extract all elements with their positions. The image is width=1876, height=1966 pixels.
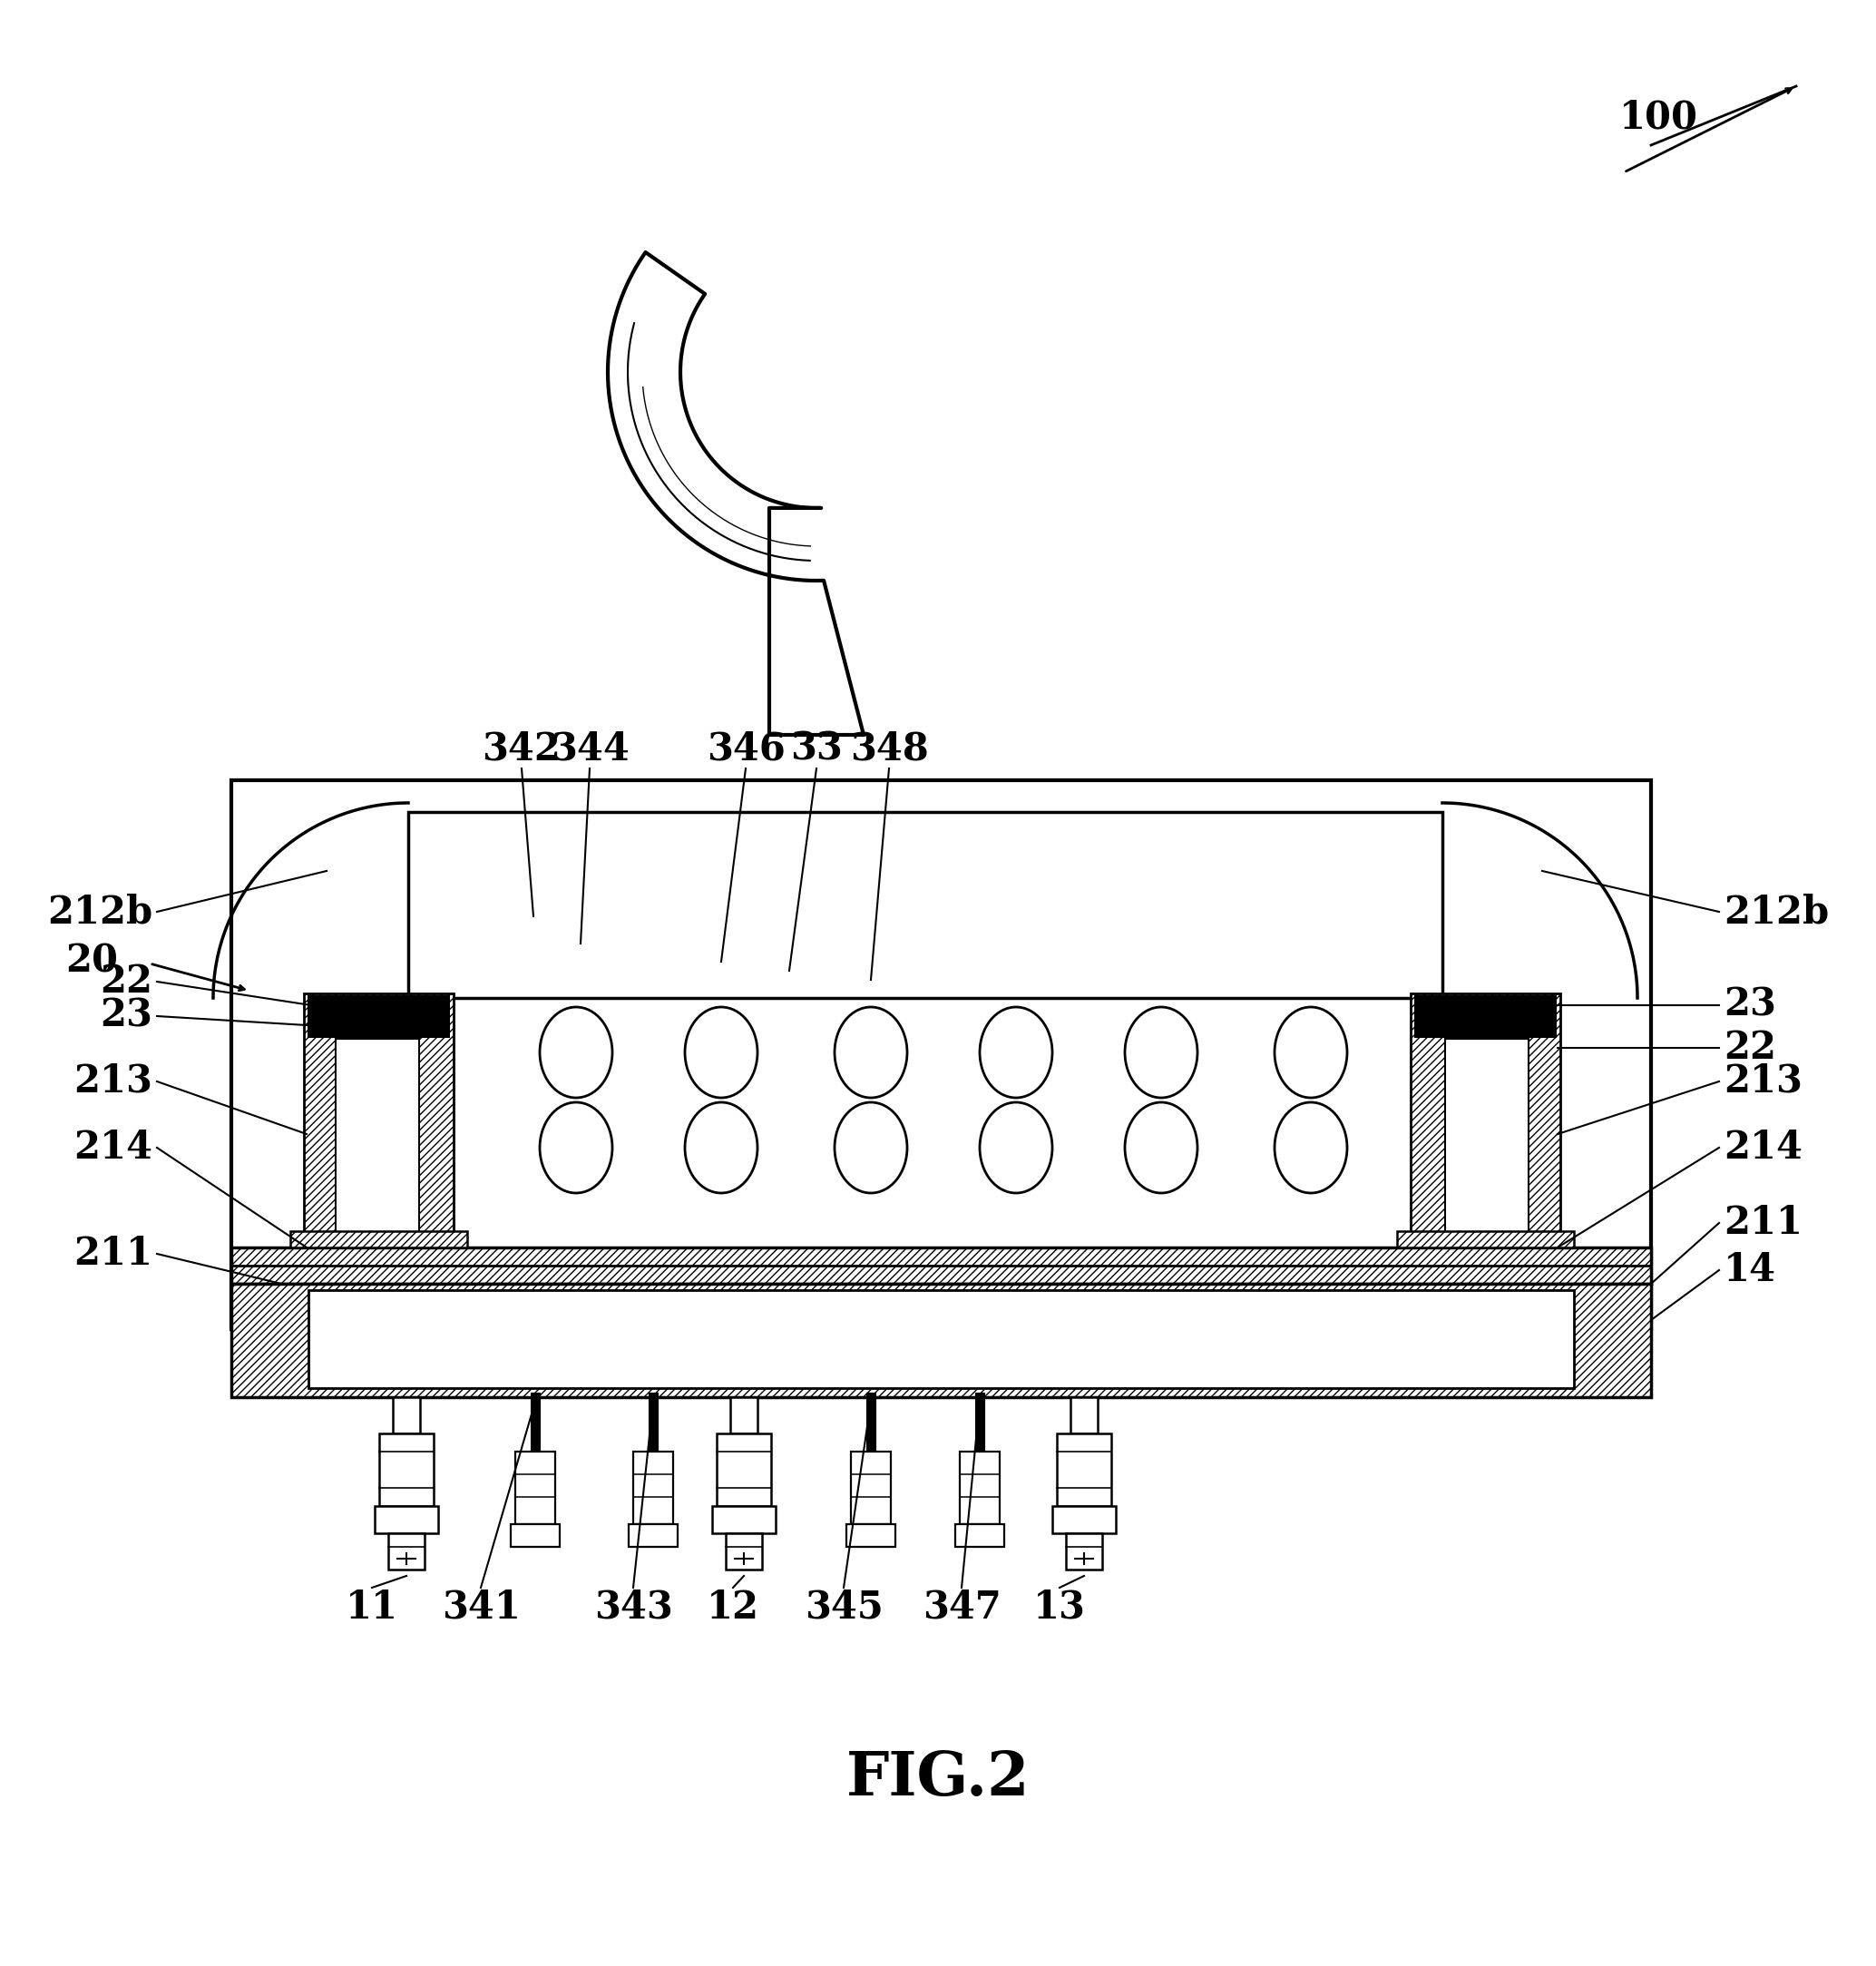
Bar xyxy=(409,812,1443,999)
Text: 343: 343 xyxy=(595,1589,672,1626)
Bar xyxy=(1066,1533,1103,1569)
Bar xyxy=(336,1038,418,1241)
Text: 341: 341 xyxy=(441,1589,520,1626)
Bar xyxy=(375,1506,439,1533)
Polygon shape xyxy=(608,252,863,735)
Text: 11: 11 xyxy=(345,1589,398,1626)
Text: 346: 346 xyxy=(705,729,784,767)
Bar xyxy=(1398,1231,1574,1248)
Ellipse shape xyxy=(540,1007,612,1097)
Text: 20: 20 xyxy=(66,942,118,981)
Bar xyxy=(231,1248,1651,1284)
Ellipse shape xyxy=(979,1007,1052,1097)
Bar xyxy=(730,1398,758,1433)
Bar xyxy=(726,1533,762,1569)
Text: 347: 347 xyxy=(923,1589,1002,1626)
Text: 344: 344 xyxy=(550,729,628,767)
Text: 13: 13 xyxy=(1034,1589,1086,1626)
Text: FIG.2: FIG.2 xyxy=(846,1748,1030,1807)
Text: 23: 23 xyxy=(99,997,152,1036)
Text: 211: 211 xyxy=(73,1235,152,1272)
Bar xyxy=(955,1524,1004,1547)
Text: 342: 342 xyxy=(482,729,561,767)
Bar xyxy=(1415,997,1555,1036)
Bar xyxy=(1071,1398,1097,1433)
Ellipse shape xyxy=(1126,1007,1197,1097)
Ellipse shape xyxy=(1126,1103,1197,1193)
Ellipse shape xyxy=(979,1103,1052,1193)
Bar xyxy=(628,1524,677,1547)
Text: 211: 211 xyxy=(1724,1203,1803,1243)
Bar xyxy=(1052,1506,1116,1533)
Text: 23: 23 xyxy=(1724,987,1777,1024)
Bar xyxy=(291,1231,467,1248)
Bar xyxy=(846,1524,895,1547)
Text: 214: 214 xyxy=(1724,1128,1803,1166)
Text: 213: 213 xyxy=(1724,1062,1803,1101)
Bar xyxy=(1056,1433,1111,1506)
Bar xyxy=(852,1451,891,1524)
Text: 212b: 212b xyxy=(1724,893,1829,930)
Text: 22: 22 xyxy=(1724,1028,1777,1068)
Bar xyxy=(231,1284,1651,1398)
Ellipse shape xyxy=(685,1007,758,1097)
Text: 12: 12 xyxy=(707,1589,760,1626)
Bar xyxy=(308,1290,1574,1388)
Ellipse shape xyxy=(1274,1007,1347,1097)
Ellipse shape xyxy=(835,1007,908,1097)
Text: 100: 100 xyxy=(1619,98,1698,138)
Ellipse shape xyxy=(685,1103,758,1193)
Bar xyxy=(713,1506,775,1533)
Text: 14: 14 xyxy=(1724,1250,1777,1290)
Bar xyxy=(961,1451,1000,1524)
Ellipse shape xyxy=(835,1103,908,1193)
Text: 33: 33 xyxy=(790,729,842,767)
Text: 214: 214 xyxy=(73,1128,152,1166)
Ellipse shape xyxy=(1274,1103,1347,1193)
Bar xyxy=(510,1524,559,1547)
Bar xyxy=(388,1533,424,1569)
Text: 345: 345 xyxy=(805,1589,884,1626)
Text: 212b: 212b xyxy=(47,893,152,930)
Text: 348: 348 xyxy=(850,729,929,767)
Bar xyxy=(516,1451,555,1524)
Bar xyxy=(231,781,1651,1329)
Text: 22: 22 xyxy=(99,963,152,1001)
Bar xyxy=(379,1433,433,1506)
Bar xyxy=(717,1433,771,1506)
Bar xyxy=(392,1398,420,1433)
Bar xyxy=(304,993,454,1248)
Bar xyxy=(308,997,448,1036)
Bar xyxy=(634,1451,673,1524)
Text: 213: 213 xyxy=(73,1062,152,1101)
Bar xyxy=(1445,1038,1529,1241)
Ellipse shape xyxy=(540,1103,612,1193)
Bar xyxy=(1411,993,1561,1248)
